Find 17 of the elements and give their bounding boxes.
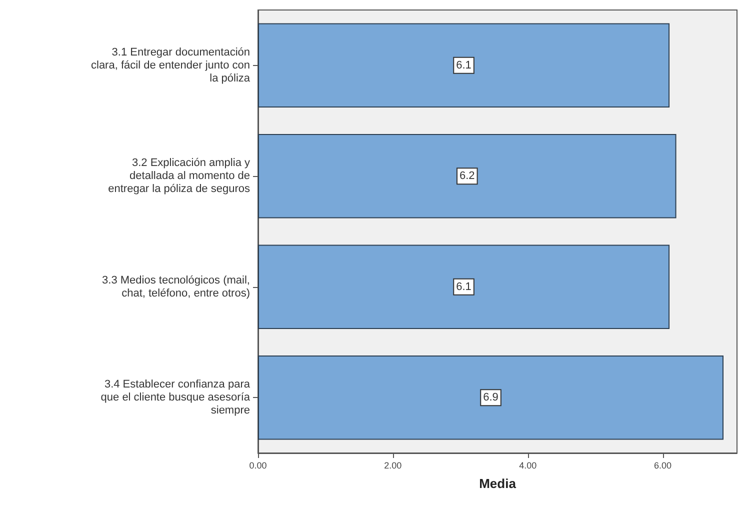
- x-tick-label: 2.00: [384, 460, 402, 470]
- data-label: 6.1: [456, 59, 472, 72]
- x-tick-label: 0.00: [249, 460, 267, 470]
- data-label: 6.9: [483, 392, 498, 404]
- y-tick-label: 3.3 Medios tecnológicos (mail, chat, teléfono, entre otros): [102, 274, 250, 300]
- bar: [258, 244, 670, 329]
- x-tick-label: 6.00: [654, 460, 672, 470]
- bar: [258, 356, 724, 440]
- x-tick-label: 4.00: [519, 460, 537, 470]
- x-axis-title: Media: [479, 476, 517, 491]
- y-tick-label: 3.2 Explicación amplia y detallada al momento de entregar la póliza de seguros: [108, 157, 250, 196]
- y-tick-label: 3.1 Entregar documentación clara, fácil de entender junto con la póliza: [91, 46, 251, 84]
- bar: [258, 134, 676, 218]
- y-tick-label: 3.4 Establecer confianza para que el cliente busque asesoría siempre: [100, 378, 251, 417]
- data-label: 6.1: [456, 280, 472, 293]
- data-label: 6.2: [459, 170, 475, 182]
- bar: [258, 23, 670, 108]
